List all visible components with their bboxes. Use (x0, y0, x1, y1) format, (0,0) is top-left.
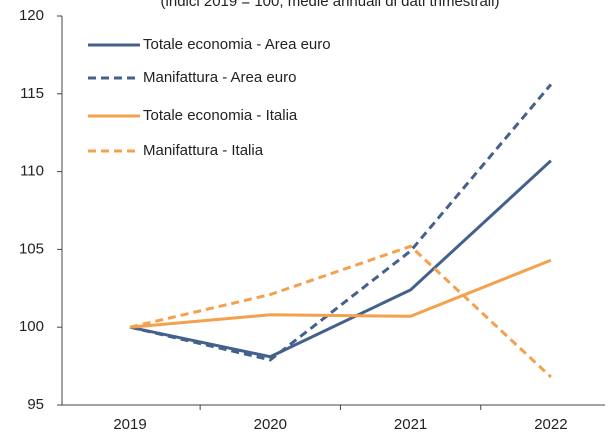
y-tick-label: 95 (27, 396, 44, 413)
y-tick-label: 115 (20, 85, 44, 102)
legend-label: Manifattura - Area euro (143, 69, 296, 86)
y-tick-label: 120 (19, 7, 44, 24)
chart-subtitle: (indici 2019 = 100; medie annuali di dat… (161, 0, 500, 10)
x-tick-label: 2021 (394, 416, 427, 433)
y-tick-label: 105 (19, 240, 44, 257)
legend-label: Manifattura - Italia (143, 142, 264, 159)
series-line (129, 159, 552, 359)
y-tick-label: 110 (20, 163, 44, 180)
legend-label: Totale economia - Area euro (143, 36, 331, 53)
legend-label: Totale economia - Italia (143, 107, 298, 124)
y-tick-label: 100 (19, 318, 44, 335)
x-tick-label: 2019 (113, 416, 146, 433)
series-line (129, 244, 552, 379)
series-line (129, 83, 553, 362)
x-tick-label: 2022 (534, 416, 567, 433)
x-tick-label: 2020 (254, 416, 287, 433)
series-line (129, 258, 552, 329)
